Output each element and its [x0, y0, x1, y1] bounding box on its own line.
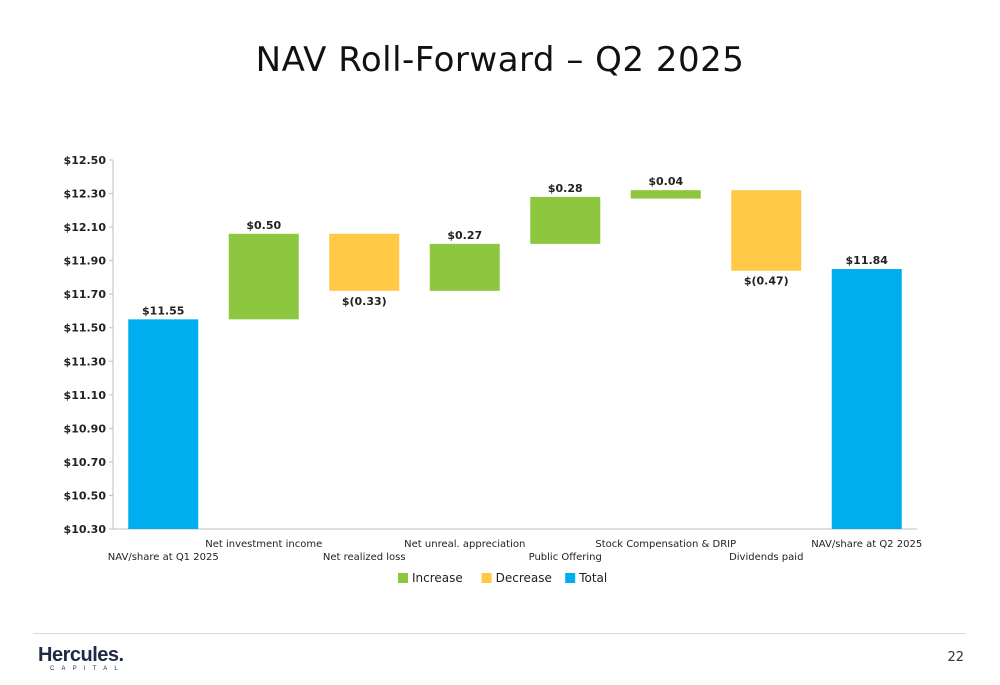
bar-decrease	[731, 190, 802, 271]
bar-increase	[630, 190, 701, 199]
y-tick-label: $12.30	[64, 188, 107, 201]
hercules-logo: Hercules. CAPITAL	[38, 645, 125, 673]
legend-swatch-decrease	[481, 573, 492, 583]
y-tick-label: $12.10	[64, 221, 107, 234]
data-label: $11.84	[846, 254, 889, 267]
waterfall-chart: $10.30 $10.50 $10.70 $10.90 $11.10 $11.30 $11.…	[64, 154, 923, 585]
x-category-label: Net realized loss	[323, 552, 406, 563]
bar-total	[128, 319, 199, 529]
slide-title: NAV Roll-Forward – Q2 2025	[255, 40, 745, 80]
y-tick-label: $11.50	[64, 322, 107, 335]
logo-wordmark: Hercules.	[38, 644, 124, 666]
data-label: $(0.33)	[342, 295, 387, 308]
x-category-label: Public Offering	[529, 552, 602, 563]
y-tick-label: $12.50	[64, 154, 107, 167]
x-category-label: NAV/share at Q1 2025	[108, 552, 219, 563]
legend-label-increase: Increase	[412, 571, 463, 585]
y-tick-label: $11.30	[64, 355, 107, 368]
bar-decrease	[329, 233, 400, 291]
y-tick-label: $11.90	[64, 255, 107, 268]
y-tick-label: $10.30	[64, 523, 107, 536]
y-tick-label: $11.70	[64, 288, 107, 301]
legend-label-decrease: Decrease	[496, 571, 552, 585]
footer-divider	[33, 633, 966, 634]
bar-increase	[429, 243, 500, 291]
legend-label-total: Total	[578, 571, 607, 585]
legend-swatch-total	[565, 573, 576, 583]
data-label: $(0.47)	[744, 275, 789, 288]
data-label: $0.04	[648, 175, 683, 188]
x-category-label: NAV/share at Q2 2025	[811, 539, 922, 550]
x-category-label: Dividends paid	[729, 552, 803, 563]
data-label: $11.55	[142, 304, 184, 317]
y-tick-label: $10.70	[64, 456, 107, 469]
data-label: $0.28	[548, 182, 583, 195]
data-label: $0.27	[447, 229, 482, 242]
x-category-label: Net investment income	[205, 539, 322, 550]
data-label: $0.50	[246, 219, 281, 232]
legend-swatch-increase	[398, 573, 408, 583]
x-category-label: Net unreal. appreciation	[404, 539, 525, 550]
bar-increase	[228, 233, 299, 320]
y-tick-label: $10.50	[64, 489, 107, 502]
x-category-label: Stock Compensation & DRIP	[595, 539, 736, 550]
bar-increase	[530, 196, 601, 244]
y-tick-label: $10.90	[64, 422, 107, 435]
bar-total	[831, 269, 902, 529]
y-tick-label: $11.10	[64, 389, 107, 402]
page-number: 22	[947, 650, 964, 665]
logo-subtext: CAPITAL	[50, 666, 125, 672]
